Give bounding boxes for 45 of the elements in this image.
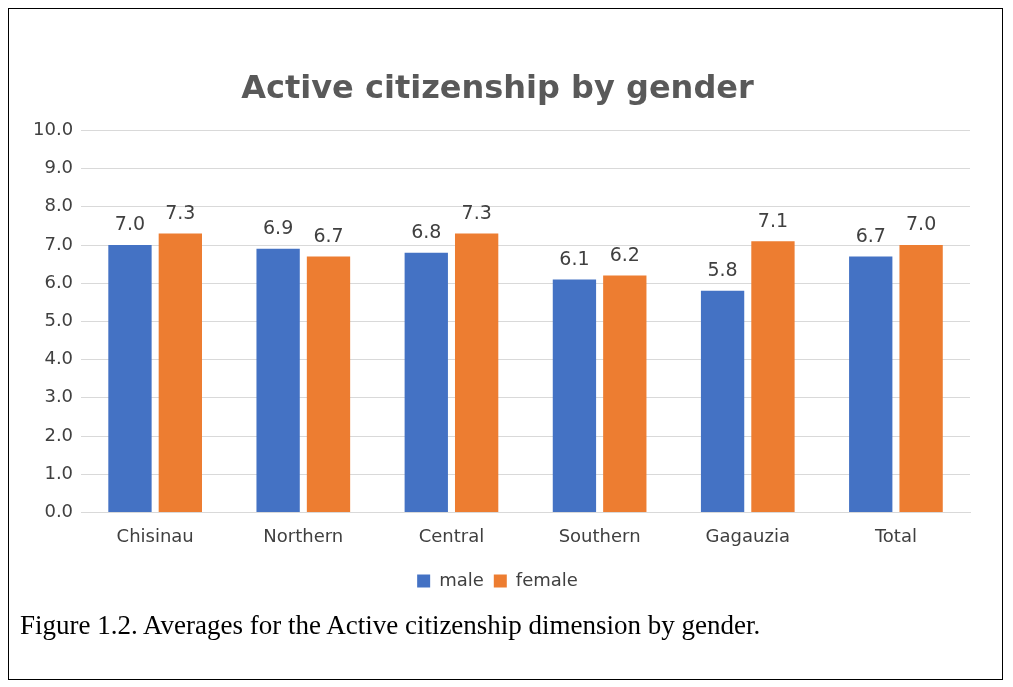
data-label: 7.1 (757, 208, 789, 231)
data-label: 6.9 (263, 216, 294, 239)
legend-label: male (439, 568, 484, 590)
data-label: 5.8 (707, 258, 738, 281)
bar (256, 248, 300, 512)
x-tick-label: Total (873, 524, 917, 546)
chart-title: Active citizenship by gender (241, 67, 754, 106)
data-label: 7.3 (461, 200, 492, 223)
data-label: 6.2 (609, 243, 640, 265)
y-tick-label: 7.0 (44, 232, 74, 254)
bar (899, 245, 943, 512)
y-tick-label: 4.0 (44, 347, 74, 369)
x-tick-label: Northern (263, 524, 344, 546)
y-tick-label: 8.0 (44, 194, 74, 216)
data-label: 7.0 (114, 212, 146, 235)
y-tick-label: 6.0 (44, 270, 74, 292)
x-tick-label: Chisinau (116, 524, 194, 546)
y-tick-label: 2.0 (44, 423, 74, 445)
bar (306, 256, 351, 512)
bar (158, 233, 202, 512)
bar (552, 279, 597, 512)
data-label: 7.3 (165, 200, 196, 223)
legend-label: female (515, 568, 578, 590)
bar (603, 275, 647, 512)
y-tick-label: 3.0 (44, 385, 74, 407)
bar (700, 290, 745, 512)
y-tick-label: 5.0 (44, 309, 74, 331)
x-tick-label: Gagauzia (705, 524, 790, 546)
bar (404, 252, 448, 512)
bar (454, 233, 499, 512)
data-label: 7.0 (906, 212, 937, 235)
data-label: 6.8 (411, 220, 442, 243)
bar (108, 245, 152, 512)
data-label: 6.7 (855, 223, 886, 246)
bar (751, 241, 795, 512)
x-tick-label: Central (418, 524, 485, 546)
x-tick-label: Southern (558, 524, 641, 546)
caption: Figure 1.2. Averages for the Active citizenship dimension by gender. (20, 610, 761, 641)
data-label: 6.7 (313, 223, 344, 246)
y-tick-label: 0.0 (44, 500, 74, 522)
data-label: 6.1 (559, 246, 590, 269)
y-tick-label: 10.0 (33, 118, 74, 140)
y-tick-label: 9.0 (44, 156, 74, 178)
bar (849, 256, 893, 512)
y-tick-label: 1.0 (44, 461, 74, 483)
